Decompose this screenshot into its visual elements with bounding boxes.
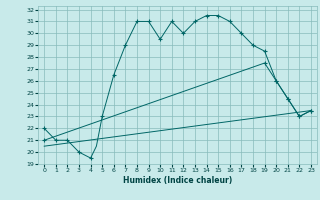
X-axis label: Humidex (Indice chaleur): Humidex (Indice chaleur)	[123, 176, 232, 185]
